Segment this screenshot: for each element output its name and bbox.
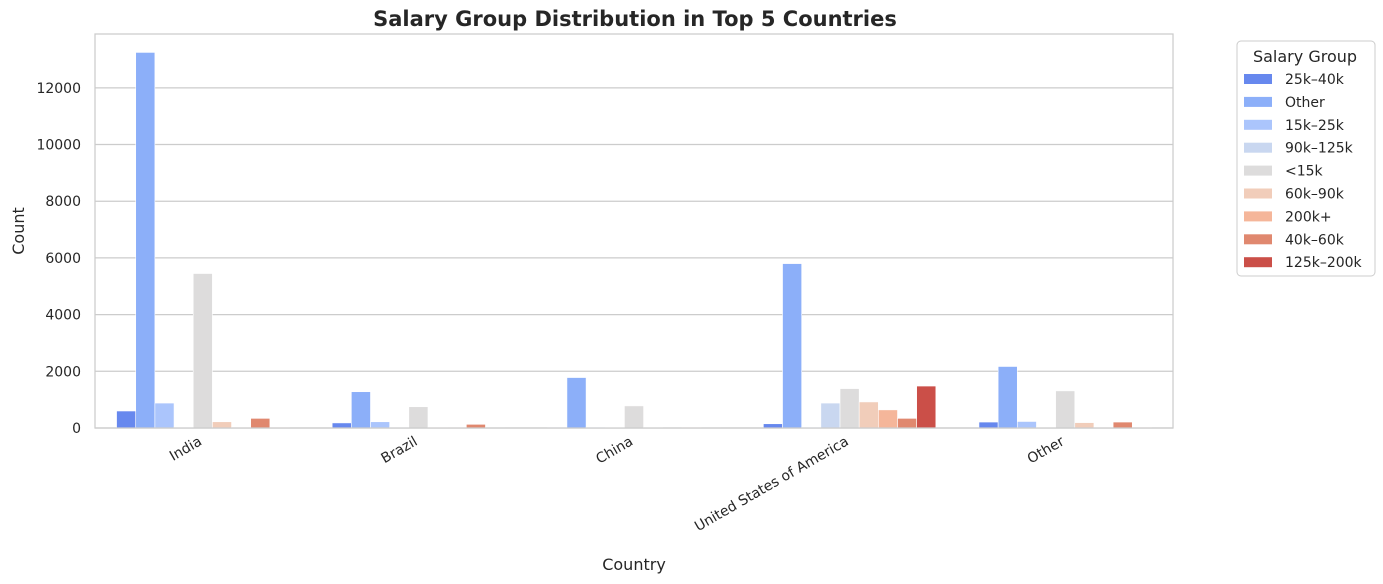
legend-label: 15k–25k <box>1285 118 1345 134</box>
bar <box>351 391 371 429</box>
chart-title: Salary Group Distribution in Top 5 Count… <box>373 7 897 31</box>
x-tick-labels: India Brazil China United States of America… <box>167 433 1067 534</box>
bar <box>1074 422 1095 429</box>
legend-swatch <box>1244 188 1272 199</box>
bar <box>408 406 429 429</box>
bar <box>135 52 156 429</box>
y-tick-label: 2000 <box>45 364 81 380</box>
bar <box>116 410 137 429</box>
y-tick-label: 8000 <box>45 194 81 210</box>
bar <box>250 418 271 429</box>
legend-swatch <box>1244 142 1272 153</box>
legend-swatch <box>1244 165 1272 176</box>
bar <box>782 263 802 429</box>
y-tick-label: 0 <box>72 421 81 437</box>
bar <box>1016 421 1037 429</box>
legend-swatch <box>1244 119 1272 130</box>
bar <box>566 377 587 429</box>
legend-swatch <box>1244 211 1272 222</box>
y-tick-labels: 0 2000 4000 6000 8000 10000 12000 <box>36 81 81 437</box>
bar <box>978 421 999 429</box>
bar <box>878 409 898 429</box>
legend-swatch <box>1244 96 1272 107</box>
legend-swatch <box>1244 234 1272 245</box>
bar <box>916 385 937 429</box>
y-tick-label: 4000 <box>45 308 81 324</box>
grid-lines <box>95 87 1173 429</box>
plot-frame <box>94 33 1174 429</box>
legend-label: 25k–40k <box>1285 72 1345 88</box>
legend-label: 40k–60k <box>1285 232 1345 248</box>
bar <box>1112 421 1133 429</box>
bar <box>820 402 841 429</box>
legend: Salary Group 25k–40k Other 15k–25k 90k–125k… <box>1236 40 1376 277</box>
x-tick-label: United States of America <box>692 434 852 535</box>
legend-label: 125k–200k <box>1285 255 1363 271</box>
x-tick-label: India <box>167 434 205 465</box>
legend-label: <15k <box>1285 164 1324 180</box>
legend-swatch <box>1244 257 1272 268</box>
bar <box>997 366 1018 429</box>
legend-title: Salary Group <box>1253 47 1357 66</box>
bar <box>154 402 175 429</box>
x-tick-label: China <box>593 434 636 468</box>
y-tick-label: 12000 <box>36 81 81 97</box>
legend-swatch <box>1244 74 1272 84</box>
y-tick-label: 6000 <box>45 251 81 267</box>
legend-label: 60k–90k <box>1285 187 1345 203</box>
bar <box>331 422 352 429</box>
bar <box>858 401 879 429</box>
legend-label: 90k–125k <box>1285 141 1354 157</box>
x-axis-label: Country <box>602 555 666 574</box>
bar <box>839 388 860 429</box>
bar <box>624 405 644 429</box>
y-axis-label: Count <box>9 207 28 255</box>
bar <box>1055 390 1076 429</box>
x-tick-label: Brazil <box>379 434 421 467</box>
bar <box>192 273 213 429</box>
x-tick-label: Other <box>1025 433 1068 467</box>
bars <box>116 52 1152 429</box>
bar <box>212 421 232 429</box>
legend-label: Other <box>1285 95 1325 111</box>
legend-label: 200k+ <box>1285 209 1332 225</box>
bar <box>763 423 783 429</box>
bar <box>897 418 917 429</box>
bar <box>370 421 390 429</box>
y-tick-label: 10000 <box>36 138 81 154</box>
